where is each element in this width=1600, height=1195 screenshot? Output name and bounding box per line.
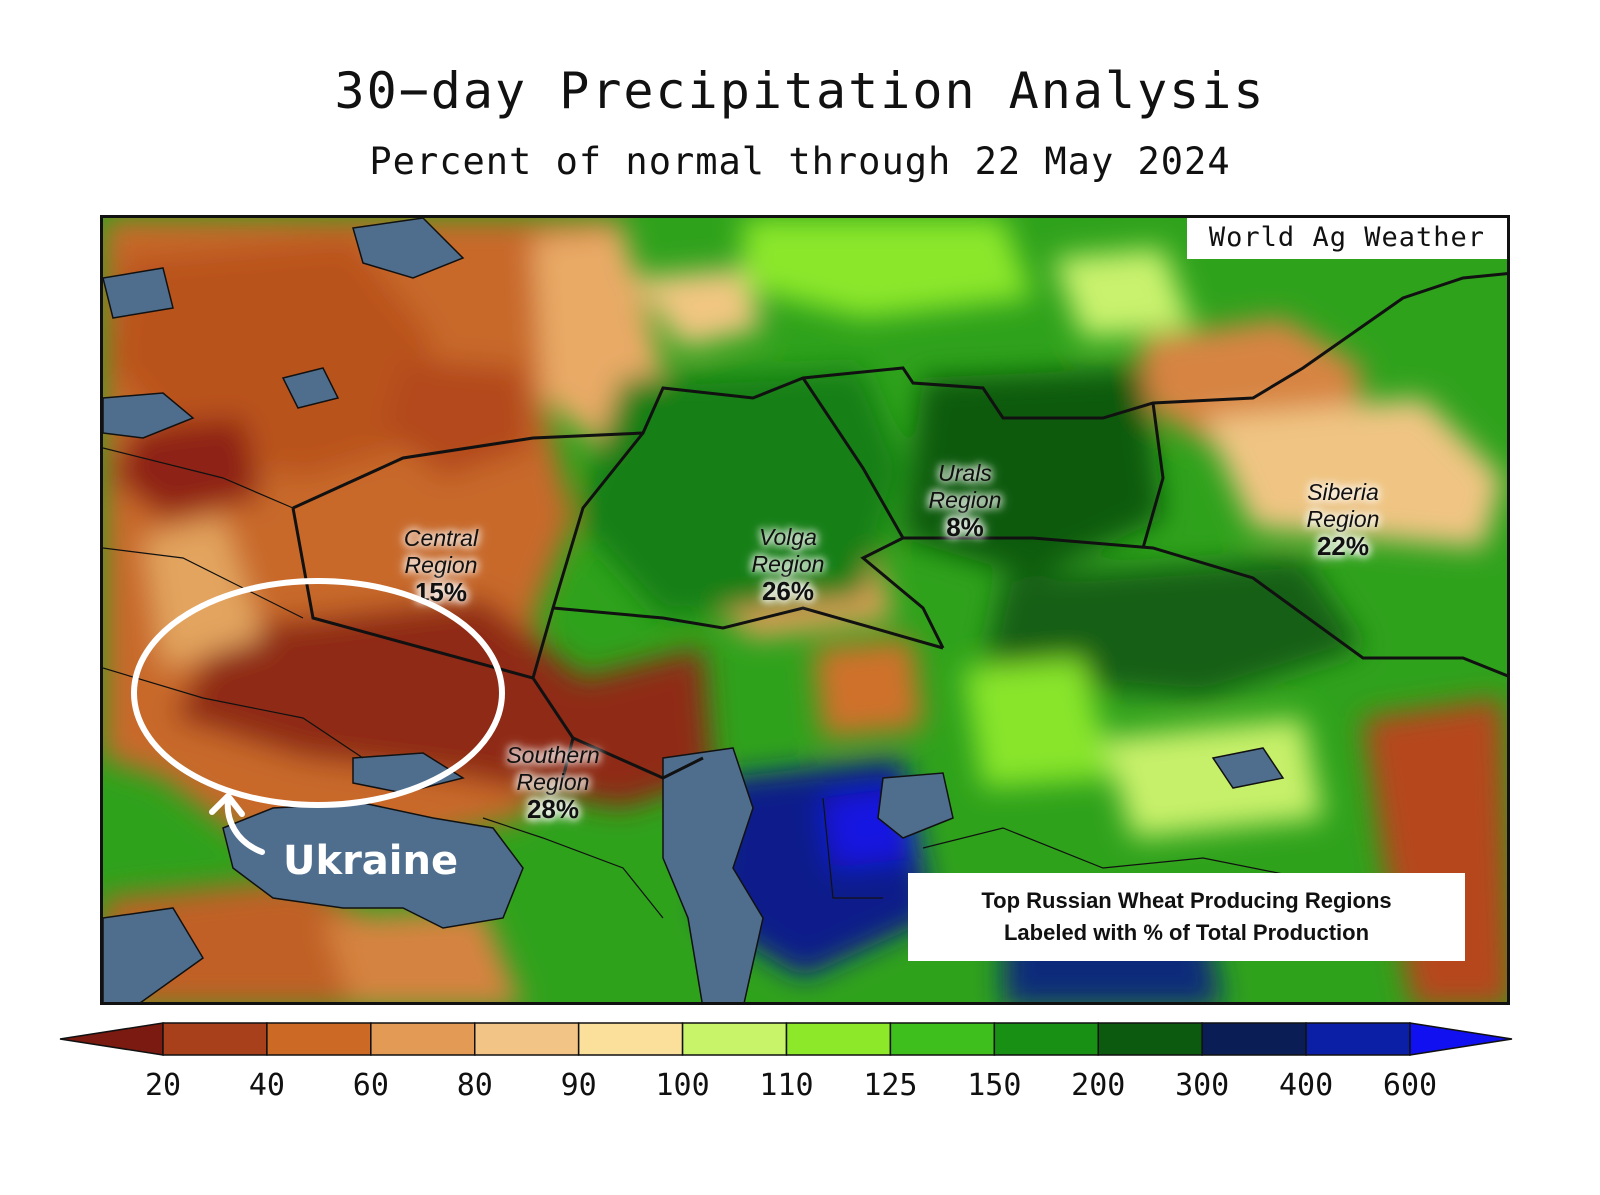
legend-tick-label: 100 xyxy=(655,1068,710,1103)
legend-arrow-high xyxy=(1409,1022,1513,1056)
legend-tick-label: 60 xyxy=(352,1068,389,1103)
central-region-name-2: Region xyxy=(404,552,478,578)
siberia-region-name-2: Region xyxy=(1306,506,1380,532)
central-region-label: Central Region 15% xyxy=(381,525,501,606)
central-region-name-1: Central xyxy=(403,525,479,551)
ukraine-arrow-head-icon xyxy=(209,793,245,817)
caspian-sea xyxy=(662,747,764,1002)
legend-cell xyxy=(266,1022,372,1056)
map-subtitle: Percent of normal through 22 May 2024 xyxy=(369,140,1231,183)
ukraine-label: Ukraine xyxy=(283,838,459,884)
map-panel: World Ag Weather Central Region 15% Volg… xyxy=(100,215,1510,1005)
aral-sea xyxy=(877,772,954,839)
siberia-region-percent: 22% xyxy=(1316,531,1370,561)
legend-cell xyxy=(681,1022,788,1056)
note-line-2: Labeled with % of Total Production xyxy=(1003,920,1370,945)
legend-tick-label: 125 xyxy=(863,1068,918,1103)
siberia-region-label: Siberia Region 22% xyxy=(1283,479,1403,560)
precipitation-map xyxy=(103,218,1507,1002)
ukraine-highlight-ellipse xyxy=(131,578,505,808)
legend-cell xyxy=(1305,1022,1411,1056)
siberia-region-name-1: Siberia xyxy=(1307,479,1379,505)
southern-region-percent: 28% xyxy=(526,794,580,824)
southern-region-name-2: Region xyxy=(516,769,590,795)
legend-cell xyxy=(577,1022,684,1056)
legend-tick-label: 80 xyxy=(456,1068,493,1103)
urals-region-name-2: Region xyxy=(928,487,1002,513)
legend-tick-label: 200 xyxy=(1071,1068,1126,1103)
urals-region-name-1: Urals xyxy=(938,460,992,486)
white-sea xyxy=(352,218,465,279)
ukraine-arrow-shaft xyxy=(224,797,265,855)
water-bodies xyxy=(103,218,1285,1002)
legend-arrow-low xyxy=(59,1022,164,1056)
legend-tick-label: 300 xyxy=(1175,1068,1230,1103)
country-borders xyxy=(103,447,1304,919)
legend-tick-label: 400 xyxy=(1278,1068,1334,1103)
legend-cell xyxy=(370,1022,476,1056)
legend-cell xyxy=(162,1022,268,1056)
volga-region-percent: 26% xyxy=(761,576,815,606)
sea-of-azov xyxy=(352,752,465,794)
precipitation-field xyxy=(103,218,1507,1002)
urals-region-percent: 8% xyxy=(946,512,984,542)
legend-tick-label: 90 xyxy=(560,1068,597,1103)
legend-cell xyxy=(889,1022,996,1056)
legend-tick-label: 110 xyxy=(759,1068,814,1103)
note-line-1: Top Russian Wheat Producing Regions xyxy=(981,888,1392,913)
gulf xyxy=(103,392,195,439)
legend-cell xyxy=(785,1022,892,1056)
urals-region-label: Urals Region 8% xyxy=(905,460,1025,541)
legend-cell xyxy=(1201,1022,1307,1056)
legend-tick-label: 20 xyxy=(144,1068,182,1103)
lake-balkhash xyxy=(1211,747,1285,789)
legend-tick-label: 150 xyxy=(967,1068,1022,1103)
lake xyxy=(281,367,340,409)
map-title: 30−day Precipitation Analysis xyxy=(334,62,1266,120)
legend-tick-label: 600 xyxy=(1382,1068,1438,1103)
legend-cell xyxy=(993,1022,1099,1056)
mediterranean-sea xyxy=(103,907,204,1002)
note-box: Top Russian Wheat Producing Regions Labe… xyxy=(908,873,1465,961)
southern-region-label: Southern Region 28% xyxy=(488,742,618,823)
legend-cell xyxy=(1097,1022,1203,1056)
baltic-sea xyxy=(103,267,174,319)
credit-label: World Ag Weather xyxy=(1186,218,1507,259)
legend-tick-label: 40 xyxy=(248,1068,285,1103)
volga-region-name-2: Region xyxy=(751,551,825,577)
southern-region-name-1: Southern xyxy=(506,742,600,768)
legend-cell xyxy=(474,1022,580,1056)
volga-region-name-1: Volga xyxy=(759,524,817,550)
volga-region-label: Volga Region 26% xyxy=(728,524,848,605)
